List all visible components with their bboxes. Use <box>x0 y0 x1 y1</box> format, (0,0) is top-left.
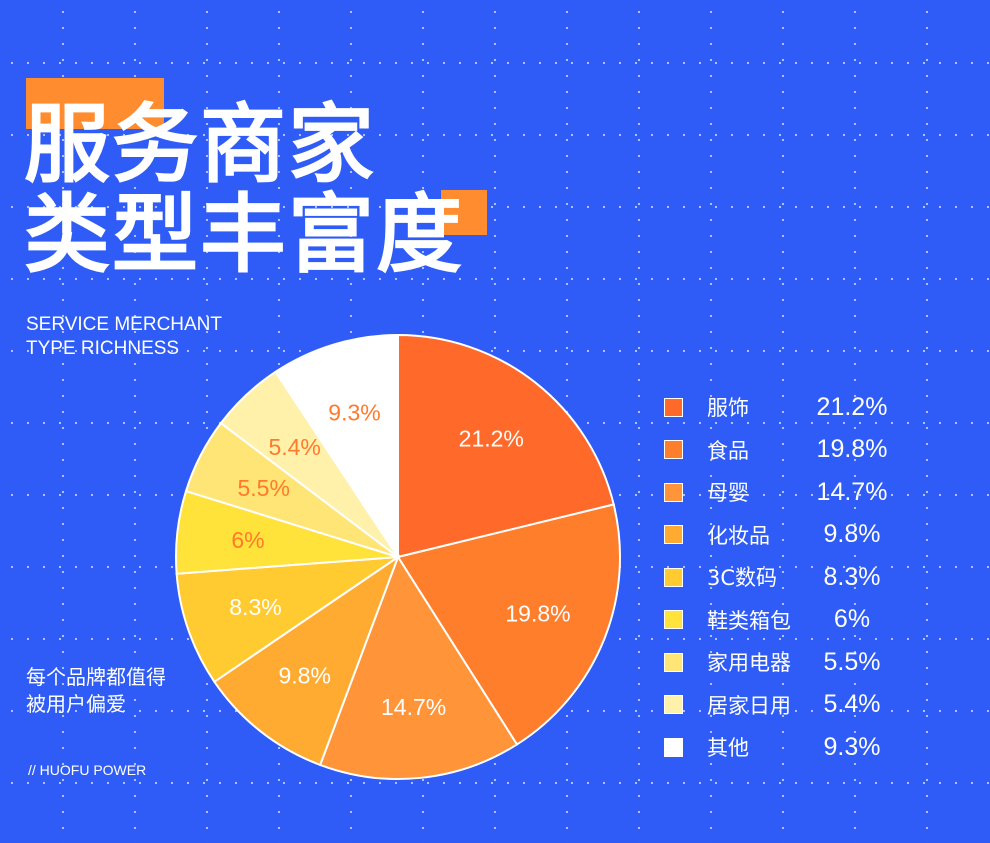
legend-item: 家用电器 5.5% <box>664 641 897 684</box>
legend-swatch <box>664 737 683 757</box>
brand-text: // HUOFU POWER <box>28 762 147 778</box>
slice-label: 8.3% <box>229 594 281 620</box>
legend-name: 鞋类箱包 <box>707 608 791 633</box>
legend-name: 其他 <box>707 736 749 761</box>
pie-slice <box>396 503 621 746</box>
slice-label: 19.8% <box>505 600 570 626</box>
subtitle-line-2: TYPE RICHNESS <box>26 338 180 359</box>
legend-swatch <box>664 525 683 545</box>
slice-label: 5.5% <box>237 475 289 501</box>
legend-item: 服饰 21.2% <box>664 386 897 429</box>
legend-name: 居家日用 <box>707 693 791 718</box>
legend-swatch <box>664 652 683 672</box>
legend-swatch <box>664 567 683 587</box>
pie-slice <box>274 333 399 561</box>
legend-item: 居家日用 5.4% <box>664 684 897 727</box>
accent-block-small <box>441 190 487 235</box>
legend-name: 家用电器 <box>707 651 791 676</box>
legend-value: 21.2% <box>816 392 888 421</box>
title-line-1: 服务商家 <box>24 95 376 195</box>
legend-name: 食品 <box>707 438 749 463</box>
legend-value: 8.3% <box>823 562 881 591</box>
slice-label: 9.3% <box>328 399 380 425</box>
slogan-line-1: 每个品牌都值得 <box>26 665 166 689</box>
page-title: 服务商家 类型丰富度 <box>24 100 464 280</box>
slice-label: 9.8% <box>279 663 331 689</box>
legend-value: 9.8% <box>823 520 881 549</box>
legend-value: 5.4% <box>823 690 881 719</box>
legend-name: 服饰 <box>707 396 749 421</box>
legend: 服饰 21.2% 食品 19.8% 母婴 14.7% 化妆品 9.8% 3C数码 8.3% 鞋类箱包… <box>664 386 897 769</box>
legend-swatch <box>664 397 683 417</box>
slice-label: 14.7% <box>381 694 446 720</box>
pie-slice <box>212 554 401 767</box>
legend-item: 3C数码 8.3% <box>664 556 897 599</box>
slice-label: 5.4% <box>268 434 320 460</box>
legend-item: 化妆品 9.8% <box>664 514 897 557</box>
pie-slice <box>318 554 519 780</box>
slogan-line-2: 被用户偏爱 <box>26 692 126 716</box>
pie-slice <box>175 555 402 684</box>
legend-name: 3C数码 <box>707 566 778 591</box>
legend-swatch <box>664 695 683 715</box>
legend-value: 6% <box>833 605 871 634</box>
legend-name: 母婴 <box>707 481 749 506</box>
slogan: 每个品牌都值得 被用户偏爱 <box>26 664 166 718</box>
legend-item: 母婴 14.7% <box>664 471 897 514</box>
legend-value: 5.5% <box>823 647 881 676</box>
legend-swatch <box>664 482 683 502</box>
legend-value: 14.7% <box>816 477 888 506</box>
legend-value: 9.3% <box>823 732 881 761</box>
title-line-2: 类型丰富度 <box>24 185 464 285</box>
legend-item: 食品 19.8% <box>664 429 897 472</box>
legend-swatch <box>664 610 683 630</box>
legend-value: 19.8% <box>816 435 888 464</box>
pie-slice <box>397 333 615 559</box>
subtitle-line-1: SERVICE MERCHANT <box>26 314 223 335</box>
legend-item: 鞋类箱包 6% <box>664 599 897 642</box>
slice-label: 21.2% <box>459 425 524 451</box>
slice-label: 6% <box>231 527 264 553</box>
legend-item: 其他 9.3% <box>664 726 897 769</box>
accent-block <box>26 78 164 129</box>
legend-swatch <box>664 440 683 460</box>
subtitle: SERVICE MERCHANT TYPE RICHNESS <box>26 313 222 361</box>
legend-name: 化妆品 <box>707 523 770 548</box>
